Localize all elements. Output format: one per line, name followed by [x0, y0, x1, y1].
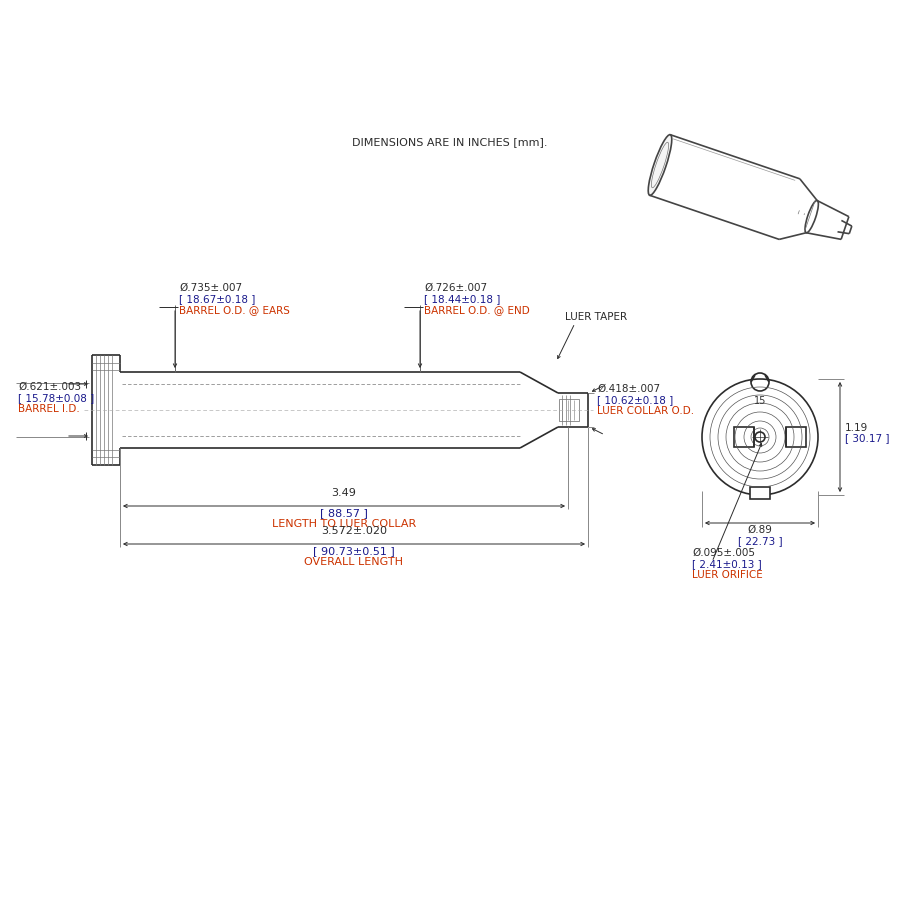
- Text: 1.19: 1.19: [845, 423, 868, 433]
- Text: LUER TAPER: LUER TAPER: [565, 312, 627, 322]
- Text: Ø.735±.007: Ø.735±.007: [179, 283, 242, 293]
- Text: BARREL O.D. @ EARS: BARREL O.D. @ EARS: [179, 305, 290, 315]
- Text: [ 10.62±0.18 ]: [ 10.62±0.18 ]: [597, 395, 673, 405]
- Text: Ø.418±.007: Ø.418±.007: [597, 384, 660, 394]
- Text: Ø.89: Ø.89: [748, 525, 772, 535]
- Text: [ 15.78±0.08 ]: [ 15.78±0.08 ]: [18, 393, 94, 403]
- Text: BARREL O.D. @ END: BARREL O.D. @ END: [424, 305, 530, 315]
- Text: [ 22.73 ]: [ 22.73 ]: [738, 536, 782, 546]
- Text: [ 90.73±0.51 ]: [ 90.73±0.51 ]: [313, 546, 395, 556]
- Text: 15: 15: [754, 396, 766, 406]
- Text: 3.572±.020: 3.572±.020: [321, 526, 387, 536]
- Text: Ø.095±.005: Ø.095±.005: [692, 548, 755, 558]
- Text: BARREL I.D.: BARREL I.D.: [18, 404, 80, 414]
- Bar: [786, 427, 806, 447]
- Text: [ 88.57 ]: [ 88.57 ]: [320, 508, 368, 518]
- Bar: [559, 399, 579, 421]
- Text: LUER ORIFICE: LUER ORIFICE: [692, 570, 763, 580]
- Text: LUER COLLAR O.D.: LUER COLLAR O.D.: [597, 406, 694, 416]
- Text: Ø.621±.003: Ø.621±.003: [18, 382, 81, 392]
- Bar: [734, 427, 754, 447]
- Text: DIMENSIONS ARE IN INCHES [mm].: DIMENSIONS ARE IN INCHES [mm].: [352, 137, 548, 147]
- Bar: [750, 487, 770, 499]
- Text: [ 30.17 ]: [ 30.17 ]: [845, 433, 889, 443]
- Text: Ø.726±.007: Ø.726±.007: [424, 283, 487, 293]
- Text: [ 2.41±0.13 ]: [ 2.41±0.13 ]: [692, 559, 761, 569]
- Text: 3.49: 3.49: [331, 488, 356, 498]
- Ellipse shape: [648, 135, 671, 195]
- Text: LENGTH TO LUER COLLAR: LENGTH TO LUER COLLAR: [272, 519, 416, 529]
- Text: [ 18.67±0.18 ]: [ 18.67±0.18 ]: [179, 294, 256, 304]
- Text: OVERALL LENGTH: OVERALL LENGTH: [304, 557, 403, 567]
- Text: [ 18.44±0.18 ]: [ 18.44±0.18 ]: [424, 294, 500, 304]
